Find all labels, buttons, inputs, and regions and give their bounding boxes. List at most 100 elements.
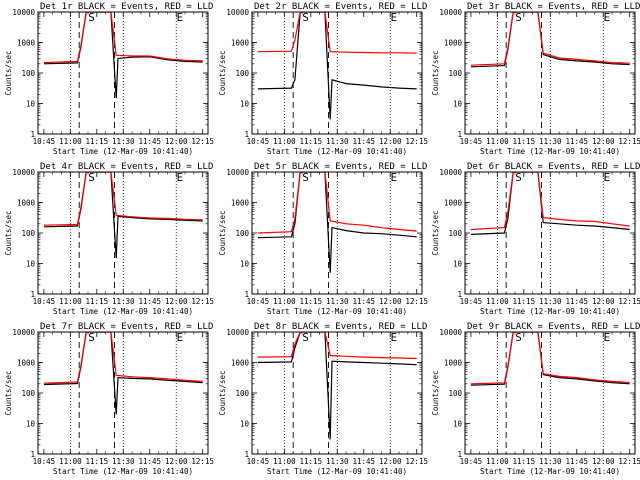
flag-label-s: S	[302, 11, 309, 24]
y-tick-label: 1	[30, 450, 35, 459]
y-tick-label: 1000	[444, 359, 463, 368]
y-axis-label: Counts/sec	[218, 50, 227, 95]
x-tick-label: 11:30	[539, 457, 562, 466]
chart-panel-1: Det 1r BLACK = Events, RED = LLD 1 10 100 10…	[4, 2, 214, 156]
y-tick-label: 10	[453, 260, 463, 269]
x-tick-label: 10:45	[33, 457, 56, 466]
y-tick-label: 1000	[231, 39, 250, 48]
series-line-events	[470, 172, 630, 235]
y-tick-label: 10000	[226, 8, 249, 17]
flag-label-e: E	[603, 331, 610, 344]
flag-label-e: E	[176, 171, 183, 184]
x-tick-label: 11:30	[326, 457, 349, 466]
x-tick-label: 11:45	[565, 457, 588, 466]
x-axis-label: Start Time (12-Mar-09 10:41:40)	[267, 147, 407, 156]
x-tick-label: 12:00	[592, 457, 615, 466]
chart-title: Det 4r BLACK = Events, RED = LLD	[40, 162, 213, 172]
x-axis-label: Start Time (12-Mar-09 10:41:40)	[53, 147, 193, 156]
x-tick-label: 11:15	[513, 137, 536, 146]
y-tick-label: 100	[448, 389, 462, 398]
y-tick-label: 100	[21, 229, 35, 238]
x-tick-label: 11:45	[352, 297, 375, 306]
flag-label-s: S	[515, 11, 522, 24]
y-tick-label: 1	[244, 290, 249, 299]
x-tick-label: 11:30	[112, 137, 135, 146]
x-tick-label: 11:15	[300, 297, 323, 306]
x-tick-label: 11:00	[59, 137, 82, 146]
x-tick-label: 12:00	[379, 137, 402, 146]
x-tick-label: 11:30	[326, 297, 349, 306]
y-tick-label: 10	[240, 100, 250, 109]
y-axis-label: Counts/sec	[218, 370, 227, 415]
y-tick-label: 1000	[231, 359, 250, 368]
chart-panel-5: Det 5r BLACK = Events, RED = LLD 1 10 100 10…	[218, 162, 428, 316]
y-tick-label: 1000	[231, 199, 250, 208]
y-axis-label: Counts/sec	[4, 50, 13, 95]
y-tick-label: 1000	[444, 39, 463, 48]
x-tick-label: 12:15	[618, 137, 640, 146]
x-axis-label: Start Time (12-Mar-09 10:41:40)	[480, 147, 620, 156]
x-tick-label: 10:45	[247, 297, 270, 306]
y-tick-label: 10	[453, 420, 463, 429]
x-tick-label: 11:15	[86, 457, 109, 466]
y-axis-label: Counts/sec	[4, 370, 13, 415]
chart-panel-2: Det 2r BLACK = Events, RED = LLD 1 10 100 10…	[218, 2, 428, 156]
y-tick-label: 10	[240, 260, 250, 269]
x-axis-label: Start Time (12-Mar-09 10:41:40)	[267, 307, 407, 316]
x-tick-label: 11:00	[486, 137, 509, 146]
flag-label-e: E	[390, 11, 397, 24]
y-tick-label: 10000	[226, 168, 249, 177]
x-tick-label: 11:15	[513, 297, 536, 306]
chart-panel-4: Det 4r BLACK = Events, RED = LLD 1 10 100 10…	[4, 162, 214, 316]
x-axis-label: Start Time (12-Mar-09 10:41:40)	[480, 467, 620, 476]
y-tick-label: 1000	[444, 199, 463, 208]
x-tick-label: 11:45	[138, 457, 161, 466]
x-tick-label: 11:00	[486, 457, 509, 466]
y-tick-label: 1000	[17, 199, 36, 208]
flag-label-s: S	[515, 331, 522, 344]
x-tick-label: 12:15	[618, 457, 640, 466]
flag-label-e: E	[390, 331, 397, 344]
x-tick-label: 11:15	[86, 297, 109, 306]
flag-label-s: S	[88, 331, 95, 344]
x-tick-label: 12:15	[191, 457, 214, 466]
chart-title: Det 5r BLACK = Events, RED = LLD	[254, 162, 427, 172]
x-tick-label: 12:15	[618, 297, 640, 306]
x-tick-label: 10:45	[460, 137, 483, 146]
y-tick-label: 100	[235, 69, 249, 78]
chart-title: Det 9r BLACK = Events, RED = LLD	[467, 322, 640, 332]
series-line-events	[257, 12, 417, 120]
y-tick-label: 10000	[226, 328, 249, 337]
y-tick-label: 1	[244, 130, 249, 139]
y-tick-label: 10	[240, 420, 250, 429]
y-tick-label: 1	[30, 290, 35, 299]
chart-title: Det 1r BLACK = Events, RED = LLD	[40, 2, 213, 12]
x-tick-label: 11:45	[565, 297, 588, 306]
series-line-lld	[257, 332, 417, 360]
x-tick-label: 11:15	[300, 457, 323, 466]
flag-label-s: S	[88, 171, 95, 184]
flag-label-e: E	[176, 331, 183, 344]
x-axis-label: Start Time (12-Mar-09 10:41:40)	[53, 307, 193, 316]
x-axis-label: Start Time (12-Mar-09 10:41:40)	[480, 307, 620, 316]
x-tick-label: 12:15	[405, 137, 428, 146]
x-axis-label: Start Time (12-Mar-09 10:41:40)	[267, 467, 407, 476]
x-tick-label: 11:15	[300, 137, 323, 146]
x-tick-label: 11:15	[86, 137, 109, 146]
y-tick-label: 10	[453, 100, 463, 109]
y-axis-label: Counts/sec	[218, 210, 227, 255]
y-tick-label: 100	[21, 69, 35, 78]
y-tick-label: 10	[26, 260, 36, 269]
x-tick-label: 11:30	[112, 297, 135, 306]
x-tick-label: 10:45	[247, 457, 270, 466]
series-line-lld	[257, 172, 417, 234]
flag-label-s: S	[88, 11, 95, 24]
x-tick-label: 10:45	[247, 137, 270, 146]
y-tick-label: 100	[448, 229, 462, 238]
x-tick-label: 12:00	[379, 297, 402, 306]
x-tick-label: 11:45	[352, 457, 375, 466]
y-tick-label: 100	[235, 229, 249, 238]
x-tick-label: 11:30	[326, 137, 349, 146]
series-line-lld	[43, 332, 203, 384]
x-tick-label: 11:00	[273, 297, 296, 306]
